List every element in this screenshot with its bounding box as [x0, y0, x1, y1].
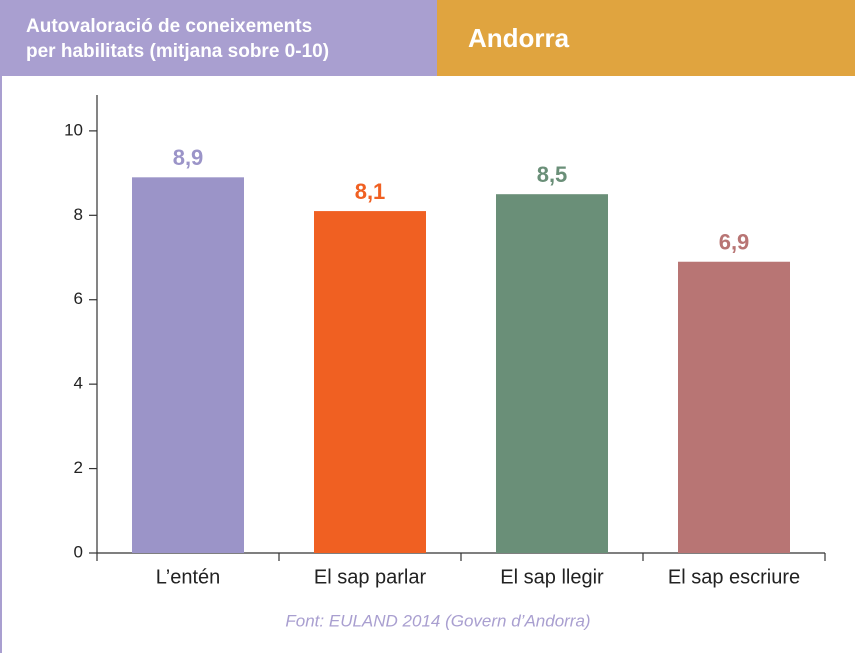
- subtitle-box: [437, 0, 855, 76]
- title-box: [0, 0, 437, 76]
- x-tick-label: El sap parlar: [314, 566, 427, 588]
- chart-title: Autovaloració de coneixements: [26, 16, 312, 37]
- y-tick-label: 2: [74, 458, 83, 477]
- chart-title: per habilitats (mitjana sobre 0-10): [26, 41, 329, 62]
- chart-subtitle: Andorra: [468, 23, 570, 53]
- x-tick-label: El sap escriure: [668, 566, 800, 588]
- x-tick-label: L’entén: [156, 566, 221, 588]
- bar: [314, 211, 426, 553]
- bar: [132, 177, 244, 554]
- bar: [678, 261, 790, 553]
- value-label: 8,5: [537, 162, 568, 187]
- y-tick-label: 0: [74, 542, 83, 561]
- y-tick-label: 6: [74, 289, 83, 308]
- source-note: Font: EULAND 2014 (Govern d’Andorra): [285, 611, 590, 630]
- y-tick-label: 8: [74, 205, 83, 224]
- value-label: 8,9: [173, 145, 204, 170]
- bar: [496, 194, 608, 553]
- value-label: 8,1: [355, 179, 386, 204]
- y-tick-label: 10: [64, 120, 83, 139]
- value-label: 6,9: [719, 230, 750, 255]
- y-tick-label: 4: [74, 374, 83, 393]
- x-tick-label: El sap llegir: [500, 566, 604, 588]
